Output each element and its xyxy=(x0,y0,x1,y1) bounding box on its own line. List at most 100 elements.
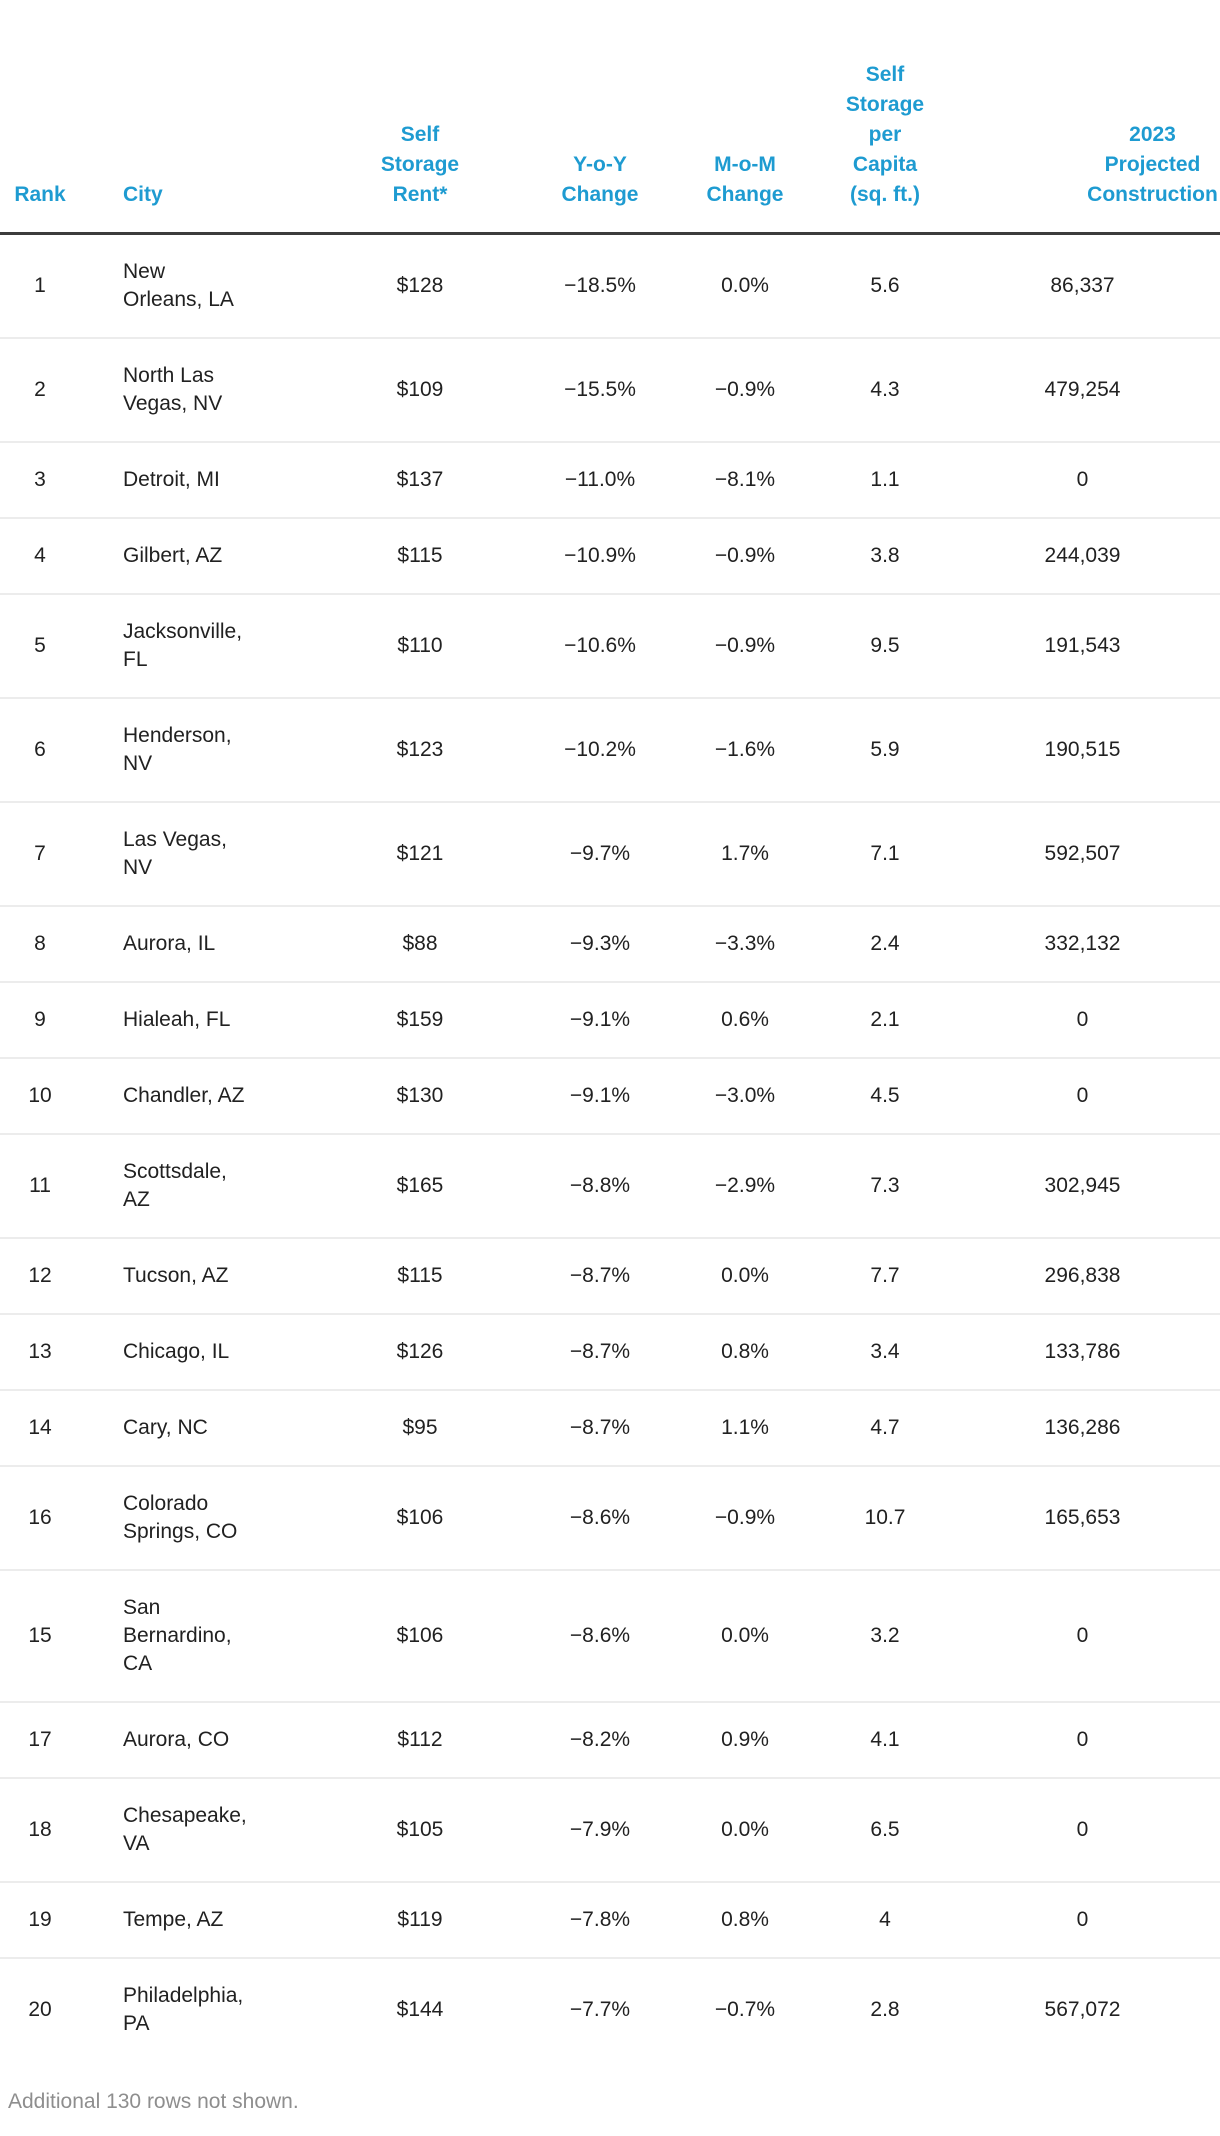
cell-yoy: −7.8% xyxy=(569,1908,631,1931)
cell-rank: 19 xyxy=(28,1908,52,1931)
cell-mom: −8.1% xyxy=(714,468,776,491)
cell-mom: −0.7% xyxy=(714,1998,776,2021)
cell-yoy: −10.2% xyxy=(564,738,636,761)
cell-construction: 0 xyxy=(1076,1728,1089,1751)
cell-mom: −0.9% xyxy=(714,544,776,567)
cell-capita: 10.7 xyxy=(864,1506,906,1529)
cell-construction: 0 xyxy=(1076,468,1089,491)
cell-mom: −0.9% xyxy=(714,1506,776,1529)
cell-construction: 0 xyxy=(1076,1008,1089,1031)
cell-rank: 17 xyxy=(28,1728,52,1751)
cell-construction: 0 xyxy=(1076,1908,1089,1931)
self-storage-rent-table: Rank City Self Storage Rent* Y-o-Y Chang… xyxy=(0,63,1220,2062)
table-body: 1 New Orleans, LA $128 −18.5% 0.0% 5.6 86,337 2… xyxy=(0,234,1220,2062)
cell-city: Chesapeake, VA xyxy=(123,1804,247,1855)
table-row: 7 Las Vegas, NV $121 −9.7% 1.7% 7.1 592,507 xyxy=(0,802,1220,906)
column-header-yoy-change: Y-o-Y Change xyxy=(561,153,639,206)
cell-rent: $105 xyxy=(396,1818,444,1841)
cell-rank: 5 xyxy=(34,634,46,657)
cell-rent: $106 xyxy=(396,1506,444,1529)
cell-mom: −1.6% xyxy=(714,738,776,761)
table-row: 12 Tucson, AZ $115 −8.7% 0.0% 7.7 296,838 xyxy=(0,1238,1220,1314)
cell-mom: 0.0% xyxy=(721,274,769,297)
cell-city: Chandler, AZ xyxy=(123,1084,245,1107)
cell-mom: −3.3% xyxy=(714,932,776,955)
cell-yoy: −9.7% xyxy=(569,842,631,865)
cell-mom: −0.9% xyxy=(714,378,776,401)
cell-capita: 2.4 xyxy=(870,932,900,955)
cell-capita: 1.1 xyxy=(870,468,900,491)
cell-rank: 9 xyxy=(34,1008,46,1031)
cell-city: Jacksonville, FL xyxy=(123,620,243,671)
cell-mom: 0.0% xyxy=(721,1818,769,1841)
cell-rent: $165 xyxy=(396,1174,444,1197)
cell-mom: 1.7% xyxy=(721,842,769,865)
column-header-rent: Self Storage Rent* xyxy=(380,123,460,206)
cell-capita: 3.8 xyxy=(870,544,900,567)
cell-yoy: −11.0% xyxy=(564,468,636,491)
cell-yoy: −10.9% xyxy=(564,544,636,567)
cell-rent: $112 xyxy=(397,1728,443,1751)
cell-rank: 6 xyxy=(34,738,46,761)
cell-construction: 86,337 xyxy=(1050,274,1115,297)
cell-capita: 2.1 xyxy=(870,1008,900,1031)
cell-rent: $128 xyxy=(396,274,444,297)
cell-capita: 7.7 xyxy=(870,1264,900,1287)
table-row: 1 New Orleans, LA $128 −18.5% 0.0% 5.6 86,337 xyxy=(0,234,1220,338)
table-row: 19 Tempe, AZ $119 −7.8% 0.8% 4 0 xyxy=(0,1882,1220,1958)
table-row: 5 Jacksonville, FL $110 −10.6% −0.9% 9.5 191,5… xyxy=(0,594,1220,698)
cell-construction: 244,039 xyxy=(1044,544,1121,567)
table-footnote: Additional 130 rows not shown. xyxy=(8,2090,299,2113)
cell-mom: 0.9% xyxy=(721,1728,769,1751)
table-row: 4 Gilbert, AZ $115 −10.9% −0.9% 3.8 244,039 xyxy=(0,518,1220,594)
cell-city: Henderson, NV xyxy=(123,724,232,775)
cell-city: North Las Vegas, NV xyxy=(123,364,223,415)
cell-construction: 567,072 xyxy=(1044,1998,1121,2021)
cell-capita: 5.6 xyxy=(870,274,900,297)
cell-yoy: −15.5% xyxy=(564,378,636,401)
cell-rent: $88 xyxy=(402,932,438,955)
cell-mom: −3.0% xyxy=(714,1084,776,1107)
cell-construction: 0 xyxy=(1076,1084,1089,1107)
cell-rank: 7 xyxy=(34,842,46,865)
cell-capita: 4.1 xyxy=(870,1728,900,1751)
cell-construction: 0 xyxy=(1076,1818,1089,1841)
cell-construction: 136,286 xyxy=(1044,1416,1121,1439)
cell-rent: $123 xyxy=(396,738,444,761)
cell-construction: 190,515 xyxy=(1044,738,1121,761)
column-header-per-capita: Self Storage per Capita (sq. ft.) xyxy=(845,63,925,206)
cell-yoy: −8.7% xyxy=(569,1264,631,1287)
table-row: 18 Chesapeake, VA $105 −7.9% 0.0% 6.5 0 xyxy=(0,1778,1220,1882)
cell-city: Chicago, IL xyxy=(123,1340,230,1363)
cell-yoy: −9.1% xyxy=(569,1084,631,1107)
cell-capita: 4 xyxy=(879,1908,891,1931)
cell-rank: 13 xyxy=(28,1340,52,1363)
cell-city: Colorado Springs, CO xyxy=(123,1492,238,1543)
cell-rent: $95 xyxy=(402,1416,438,1439)
cell-capita: 4.5 xyxy=(870,1084,900,1107)
table-row: 6 Henderson, NV $123 −10.2% −1.6% 5.9 190,515 xyxy=(0,698,1220,802)
cell-rank: 15 xyxy=(28,1624,52,1647)
cell-rent: $119 xyxy=(397,1908,443,1931)
column-header-rank: Rank xyxy=(14,183,66,206)
cell-rent: $110 xyxy=(397,634,443,657)
table-row: 9 Hialeah, FL $159 −9.1% 0.6% 2.1 0 xyxy=(0,982,1220,1058)
cell-rank: 14 xyxy=(28,1416,52,1439)
cell-yoy: −8.8% xyxy=(569,1174,631,1197)
table-row: 10 Chandler, AZ $130 −9.1% −3.0% 4.5 0 xyxy=(0,1058,1220,1134)
cell-city: Tucson, AZ xyxy=(123,1264,229,1287)
cell-rent: $159 xyxy=(396,1008,444,1031)
cell-construction: 165,653 xyxy=(1044,1506,1121,1529)
cell-city: Aurora, CO xyxy=(123,1728,230,1751)
cell-city: Tempe, AZ xyxy=(123,1908,224,1931)
cell-city: Hialeah, FL xyxy=(123,1008,231,1031)
table-row: 8 Aurora, IL $88 −9.3% −3.3% 2.4 332,132 xyxy=(0,906,1220,982)
cell-city: Philadelphia, PA xyxy=(123,1984,244,2035)
cell-capita: 3.2 xyxy=(870,1624,900,1647)
cell-capita: 3.4 xyxy=(870,1340,900,1363)
cell-capita: 5.9 xyxy=(870,738,900,761)
table-row: 11 Scottsdale, AZ $165 −8.8% −2.9% 7.3 302,945 xyxy=(0,1134,1220,1238)
cell-rank: 2 xyxy=(34,378,46,401)
cell-city: New Orleans, LA xyxy=(123,260,234,311)
cell-rank: 20 xyxy=(28,1998,52,2021)
